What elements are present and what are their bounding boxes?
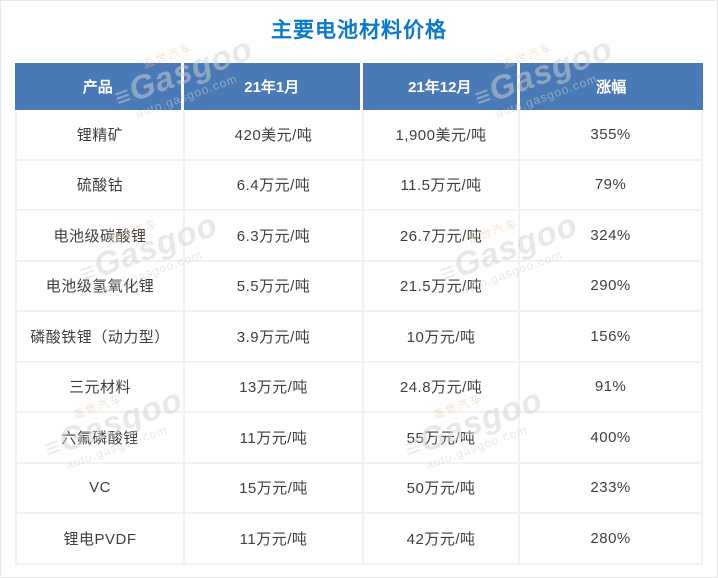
product-cell: 三元材料 [17,362,186,411]
product-cell: 电池级碳酸锂 [17,211,186,260]
table-row: 磷酸铁锂（动力型） 3.9万元/吨 10万元/吨 156% [17,312,701,363]
product-cell: VC [17,463,186,512]
change-cell: 280% [590,529,631,547]
change-cell: 400% [590,428,631,446]
change-cell: 79% [594,176,627,194]
column-header-dec: 21年12月 [363,63,517,110]
column-header-jan: 21年1月 [183,63,360,110]
product-cell: 锂精矿 [17,110,186,159]
table-row: 三元材料 13万元/吨 24.8万元/吨 91% [17,362,701,413]
table-row: 锂电PVDF 11万元/吨 42万元/吨 280% [17,514,701,563]
dec-price-cell: 11.5万元/吨 [364,160,521,209]
change-cell: 324% [590,226,631,244]
column-header-product: 产品 [15,63,181,110]
table-row: 电池级氢氧化锂 5.5万元/吨 21.5万元/吨 290% [17,261,701,312]
table-row: 六氟磷酸锂 11万元/吨 55万元/吨 400% [17,413,701,464]
dec-price-cell: 26.7万元/吨 [364,211,521,260]
change-cell: 290% [590,277,631,295]
dec-price-cell: 55万元/吨 [364,413,521,462]
price-table: 产品 21年1月 21年12月 涨幅 锂精矿 420美元/吨 1,900美元/吨 355% 硫… [15,63,703,565]
product-cell: 六氟磷酸锂 [17,413,186,462]
dec-price-cell: 24.8万元/吨 [364,362,521,411]
table-row: 电池级碳酸锂 6.3万元/吨 26.7万元/吨 324% [17,211,701,262]
product-cell: 电池级氢氧化锂 [17,261,186,310]
product-cell: 硫酸钴 [17,160,186,209]
product-cell: 锂电PVDF [17,514,186,563]
jan-price-cell: 5.5万元/吨 [185,261,364,310]
table-row: VC 15万元/吨 50万元/吨 233% [17,463,701,514]
table-header-row: 产品 21年1月 21年12月 涨幅 [15,63,703,110]
change-cell: 233% [590,479,631,497]
jan-price-cell: 3.9万元/吨 [185,312,364,361]
product-cell: 磷酸铁锂（动力型） [17,312,186,361]
dec-price-cell: 50万元/吨 [364,463,521,512]
jan-price-cell: 6.3万元/吨 [185,211,364,260]
dec-price-cell: 10万元/吨 [364,312,521,361]
change-cell: 91% [594,378,627,396]
jan-price-cell: 15万元/吨 [185,463,364,512]
jan-price-cell: 420美元/吨 [185,110,364,159]
page-title: 主要电池材料价格 [271,19,447,42]
table-row: 硫酸钴 6.4万元/吨 11.5万元/吨 79% [17,160,701,211]
jan-price-cell: 11万元/吨 [185,413,364,462]
dec-price-cell: 42万元/吨 [364,514,521,563]
column-header-change: 涨幅 [519,63,703,110]
dec-price-cell: 1,900美元/吨 [364,110,521,159]
jan-price-cell: 11万元/吨 [185,514,364,563]
table-body: 锂精矿 420美元/吨 1,900美元/吨 355% 硫酸钴 6.4万元/吨 11.5万元/… [15,110,703,565]
dec-price-cell: 21.5万元/吨 [364,261,521,310]
change-cell: 355% [590,125,631,143]
change-cell: 156% [590,327,631,345]
jan-price-cell: 6.4万元/吨 [185,160,364,209]
table-row: 锂精矿 420美元/吨 1,900美元/吨 355% [17,110,701,161]
jan-price-cell: 13万元/吨 [185,362,364,411]
